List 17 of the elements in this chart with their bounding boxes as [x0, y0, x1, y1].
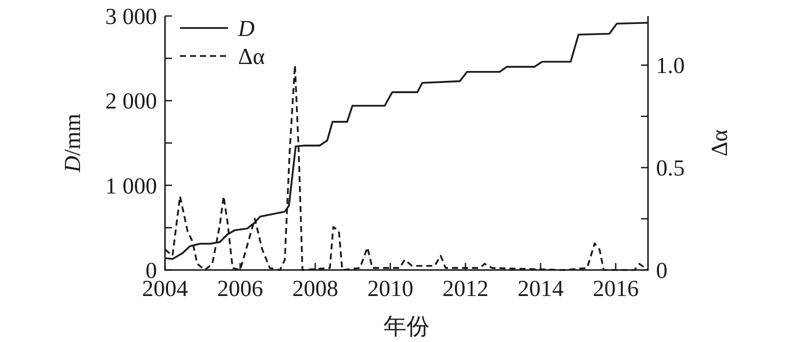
y2-tick-label: 0 — [656, 258, 668, 283]
x-tick-label: 2014 — [518, 276, 564, 301]
x-tick-label: 2016 — [592, 276, 639, 301]
y-tick-label: 3 000 — [105, 4, 157, 29]
y2-tick-label: 0.5 — [656, 156, 685, 181]
y-tick-label: 1 000 — [105, 173, 157, 198]
y2-axis-title: Δα — [707, 130, 732, 156]
y2-tick-label: 1.0 — [656, 53, 685, 78]
x-tick-label: 2008 — [292, 276, 338, 301]
x-tick-label: 2006 — [217, 276, 264, 301]
x-axis-title: 年份 — [384, 314, 430, 339]
y-tick-label: 2 000 — [105, 88, 157, 114]
legend-label: D — [237, 16, 255, 41]
y-axis-title: D/mm — [60, 113, 85, 174]
legend-label: Δα — [238, 44, 265, 69]
x-tick-label: 2012 — [442, 276, 488, 301]
x-tick-label: 2010 — [367, 276, 414, 301]
